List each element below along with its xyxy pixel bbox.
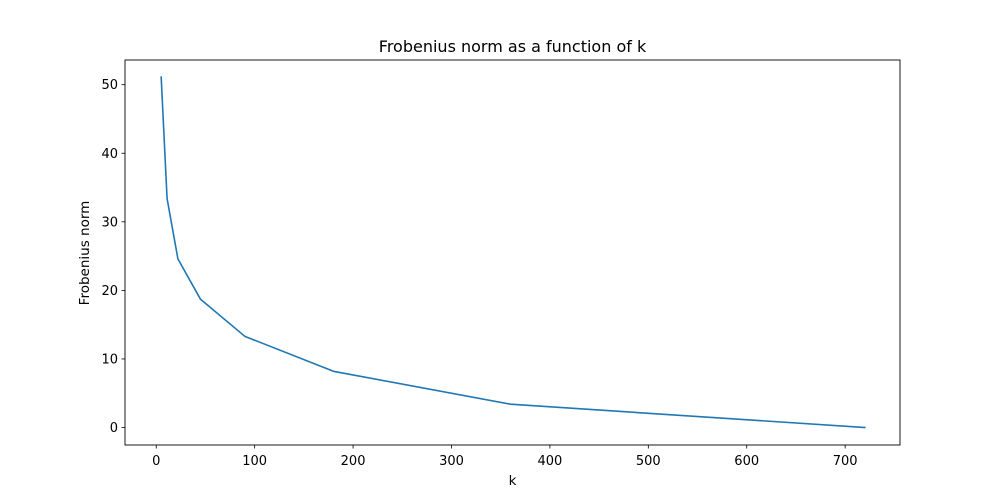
y-tick-label: 50 — [101, 78, 118, 93]
y-axis-title: Frobenius norm — [77, 201, 93, 306]
chart-title: Frobenius norm as a function of k — [379, 37, 647, 56]
x-tick-label: 0 — [152, 454, 160, 469]
axes-frame — [124, 59, 901, 446]
x-tick-label: 700 — [833, 454, 858, 469]
series-line — [160, 76, 866, 429]
y-tick-label: 30 — [101, 215, 118, 230]
x-tick-label: 600 — [734, 454, 759, 469]
x-tick-label: 300 — [439, 454, 464, 469]
y-tick-label: 10 — [101, 352, 118, 367]
x-tick-label: 500 — [636, 454, 661, 469]
plot-area: 0 100 200 300 400 500 600 700 0 10 20 30 40 50 — [101, 59, 901, 469]
y-tick-label: 20 — [101, 284, 118, 299]
y-tick-label: 0 — [110, 421, 118, 436]
y-tick-label: 40 — [101, 147, 118, 162]
x-axis-title: k — [509, 473, 517, 489]
x-tick-label: 200 — [341, 454, 366, 469]
x-tick-label: 100 — [242, 454, 267, 469]
x-tick-label: 400 — [537, 454, 562, 469]
